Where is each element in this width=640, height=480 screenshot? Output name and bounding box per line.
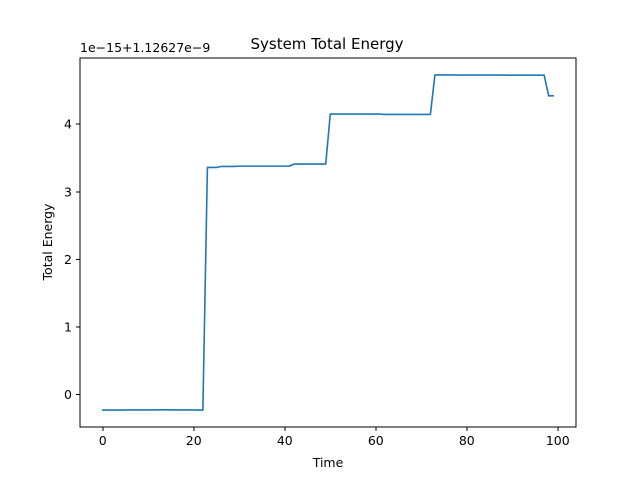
series-line [101, 74, 555, 411]
x-tick-label: 0 [99, 433, 107, 448]
y-tick-label: 0 [64, 387, 72, 402]
y-axis-label: Total Energy [40, 203, 55, 282]
x-tick-label: 100 [546, 433, 570, 448]
plot-area [79, 57, 577, 428]
x-tick-label: 40 [277, 433, 293, 448]
y-tick-label: 2 [64, 252, 72, 267]
y-offset-label: 1e−15+1.12627e−9 [80, 40, 210, 55]
y-tick-label: 4 [64, 117, 72, 132]
y-tick-label: 1 [64, 319, 72, 334]
y-axis-ticks: 0 1 2 3 4 [64, 117, 80, 402]
x-axis-label: Time [312, 455, 344, 470]
y-tick-label: 3 [64, 184, 72, 199]
x-tick-label: 20 [186, 433, 202, 448]
x-axis-ticks: 0 20 40 60 80 100 [99, 427, 570, 448]
chart-title: System Total Energy [250, 35, 403, 53]
plot-frame [79, 57, 577, 428]
x-tick-label: 60 [368, 433, 384, 448]
x-tick-label: 80 [459, 433, 475, 448]
